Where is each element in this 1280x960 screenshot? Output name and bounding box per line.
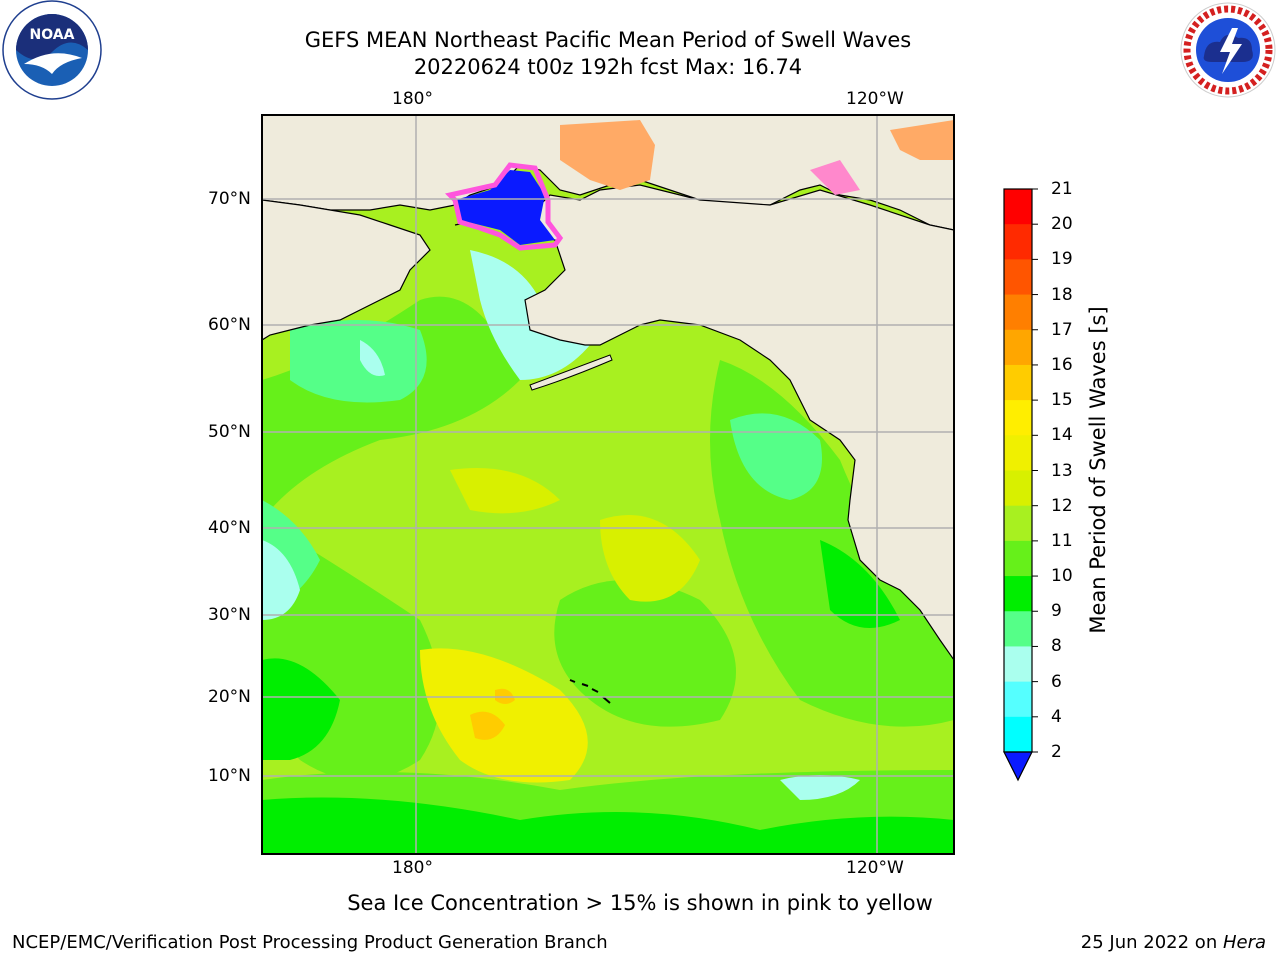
colorbar-band (1004, 294, 1032, 331)
map-subtitle: 20220624 t00z 192h fcst Max: 16.74 (413, 55, 803, 79)
colorbar-band (1004, 470, 1032, 507)
lon-tick-top: 120°W (846, 89, 904, 109)
colorbar-tick-label: 8 (1051, 636, 1062, 657)
footer-credit: NCEP/EMC/Verification Post Processing Pr… (12, 932, 608, 953)
noaa-logo-text: NOAA (30, 27, 75, 43)
colorbar-tick-label: 10 (1051, 566, 1073, 587)
colorbar-tick-label: 2 (1051, 742, 1062, 762)
lat-tick: 20°N (208, 687, 251, 707)
lon-tick-bottom: 180° (392, 858, 433, 878)
land-chukotka (262, 199, 431, 341)
sea-ice-beaufort (890, 120, 954, 160)
colorbar-band (1004, 364, 1032, 401)
ocean-patch-cyan (360, 340, 385, 376)
lat-tick: 50°N (208, 422, 251, 442)
ocean-patch-orange (470, 711, 505, 740)
colorbar-band (1004, 189, 1032, 225)
colorbar-tick-label: 11 (1051, 530, 1073, 551)
colorbar-tick-label: 6 (1051, 671, 1062, 692)
colorbar-tick-label: 14 (1051, 425, 1073, 446)
colorbar-band (1004, 435, 1032, 471)
nws-logo (1176, 0, 1280, 104)
colorbar-extend-triangle (1003, 751, 1033, 782)
ocean-patch-seafoam (290, 320, 427, 403)
colorbar-band (1004, 329, 1032, 366)
sea-ice-edge (445, 162, 564, 251)
colorbar-tick-label: 12 (1051, 495, 1073, 516)
lat-tick: 10°N (208, 766, 251, 786)
colorbar-band (1004, 716, 1032, 753)
aleutian-islands (529, 354, 613, 391)
gridlines (262, 115, 954, 854)
colorbar-tick-label: 4 (1051, 706, 1062, 727)
ocean-patch-yellow (420, 648, 588, 783)
sea-ice-chukchi (560, 120, 655, 190)
lon-tick-bottom: 120°W (846, 858, 904, 878)
colorbar-tick-label: 15 (1051, 390, 1073, 411)
ocean-swath-green (262, 296, 520, 520)
colorbar-tick-label: 19 (1051, 249, 1073, 270)
map-title: GEFS MEAN Northeast Pacific Mean Period … (304, 28, 912, 52)
ocean-patch-yellow (600, 515, 700, 602)
map-frame (261, 114, 955, 855)
lon-tick-top: 180° (392, 89, 433, 109)
lat-tick: 30°N (208, 605, 251, 625)
footer-host: Hera (1222, 932, 1266, 953)
colorbar-band (1004, 646, 1032, 683)
colorbar-band (1004, 400, 1032, 436)
colorbar-band (1004, 259, 1032, 296)
colorbar-band (1004, 224, 1032, 260)
sea-ice-caption: Sea Ice Concentration > 15% is shown in … (347, 891, 933, 915)
noaa-logo: NOAA (0, 0, 104, 104)
colorbar-frame (1003, 188, 1033, 753)
colorbar-band (1004, 576, 1032, 612)
colorbar-tick-label: 18 (1051, 284, 1073, 305)
colorbar-band (1004, 505, 1032, 542)
sea-ice-bering (455, 170, 555, 245)
ocean-patch-cyan (262, 540, 300, 620)
lat-tick: 40°N (208, 518, 251, 538)
lat-tick: 60°N (208, 315, 251, 335)
colorbar-band (1004, 540, 1032, 577)
lat-tick: 70°N (208, 189, 251, 209)
colorbar-label: Mean Period of Swell Waves [s] (1086, 306, 1110, 634)
footer-date-text: 25 Jun 2022 on (1080, 932, 1223, 953)
ocean-swath-bright-green (262, 658, 340, 760)
footer-date: 25 Jun 2022 on Hera (1081, 932, 1266, 953)
hawaii-islands (569, 679, 611, 704)
sea-ice-beaufort (810, 160, 860, 195)
colorbar-band (1004, 611, 1032, 647)
ocean-patch-cyan (780, 775, 860, 800)
ocean-patch-seafoam (730, 413, 822, 500)
colorbar-tick-label: 21 (1051, 179, 1073, 199)
ocean-swath-bright-green (820, 540, 900, 628)
ocean-swath-bright-green (262, 797, 954, 854)
colorbar-tick-label: 13 (1051, 460, 1073, 481)
ocean-patch-yellow (450, 468, 560, 514)
ocean-swath-green (554, 580, 736, 727)
colorbar-band (1004, 681, 1032, 718)
colorbar-tick-label: 16 (1051, 354, 1073, 375)
colorbar-tick-label: 9 (1051, 601, 1062, 622)
colorbar-tick-label: 20 (1051, 214, 1073, 235)
colorbar-tick-label: 17 (1051, 319, 1073, 340)
